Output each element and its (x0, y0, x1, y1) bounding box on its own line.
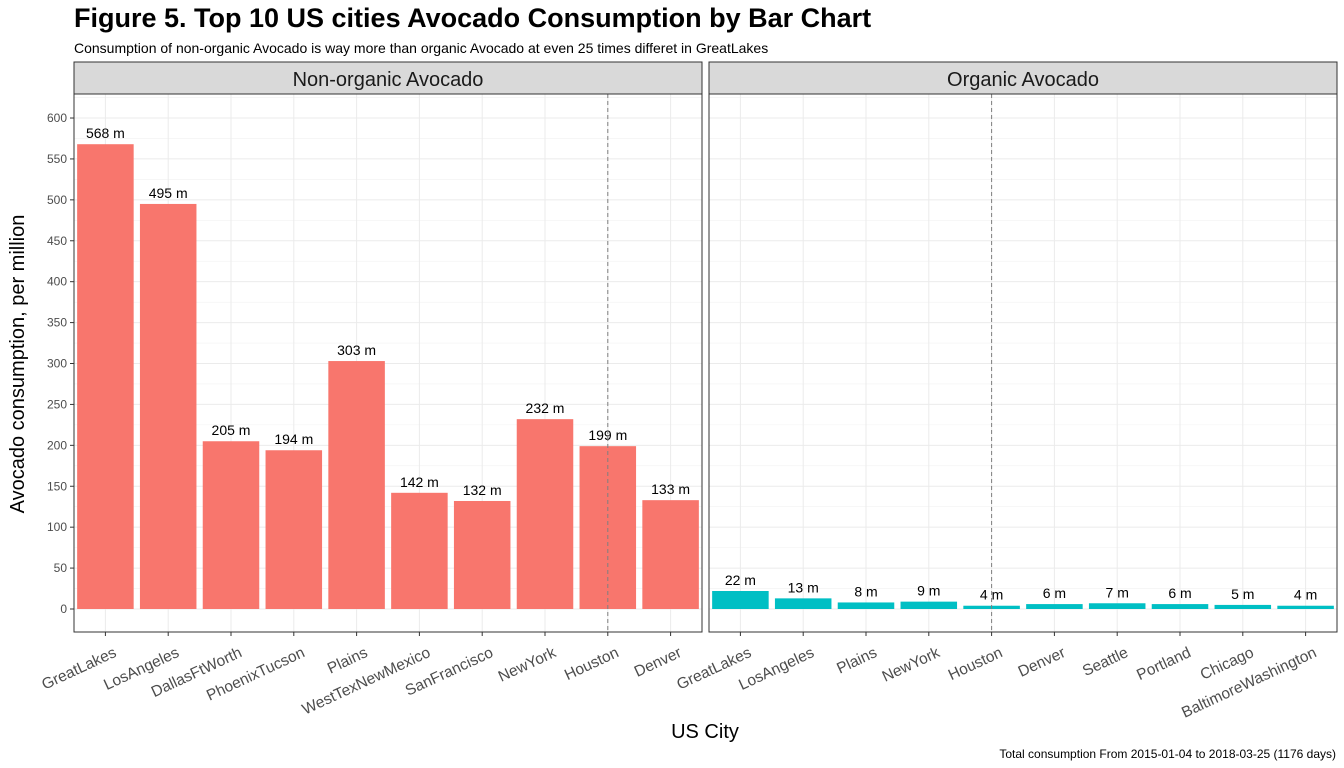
y-tick-label: 50 (54, 561, 68, 575)
facet-strip (73, 61, 703, 95)
bar (1088, 603, 1146, 609)
bar (712, 590, 769, 609)
y-tick-label: 100 (47, 520, 67, 534)
bar-value-label: 205 m (212, 422, 251, 438)
facet-strip-label: Non-organic Avocado (293, 69, 484, 91)
bar-value-label: 495 m (149, 185, 188, 201)
bar (202, 441, 260, 609)
bar-value-label: 8 m (854, 583, 877, 599)
y-tick-label: 150 (47, 479, 67, 493)
bar (900, 601, 958, 609)
bar-value-label: 5 m (1231, 586, 1254, 602)
bar (642, 500, 699, 609)
y-tick-label: 0 (60, 602, 67, 616)
y-tick-label: 500 (47, 193, 67, 207)
y-tick-label: 400 (47, 275, 67, 289)
facet-strip-label: Organic Avocado (947, 69, 1099, 91)
bar-value-label: 132 m (463, 482, 502, 498)
bar (1214, 604, 1272, 609)
chart-caption: Total consumption From 2015-01-04 to 201… (999, 747, 1336, 761)
bar-value-label: 4 m (1294, 587, 1317, 603)
bar (139, 203, 197, 609)
bar-value-label: 13 m (788, 579, 819, 595)
bar (453, 500, 511, 609)
x-tick-label: Plains (834, 644, 880, 677)
bar-value-label: 133 m (651, 481, 690, 497)
x-axis-title: US City (671, 721, 739, 743)
bar (516, 419, 574, 609)
x-tick-label: Portland (1134, 644, 1194, 684)
bar-value-label: 6 m (1168, 585, 1191, 601)
y-tick-label: 250 (47, 397, 67, 411)
facet-strip (708, 61, 1338, 95)
bar-value-label: 194 m (274, 431, 313, 447)
x-tick-label: Denver (632, 644, 684, 681)
y-tick-label: 300 (47, 357, 67, 371)
y-tick-label: 350 (47, 316, 67, 330)
bar-value-label: 568 m (86, 125, 125, 141)
x-tick-label: NewYork (880, 644, 943, 685)
facet-panel: 568 m 495 m 205 m 194 m 303 m 142 m 132 m 232 m… (39, 61, 703, 718)
bar-value-label: 199 m (588, 427, 627, 443)
bar (391, 492, 448, 609)
bar (328, 361, 385, 609)
x-tick-label: Seattle (1080, 644, 1131, 680)
panel-background (709, 94, 1337, 632)
bar-value-label: 9 m (917, 583, 940, 599)
bar (265, 450, 323, 609)
bar (1151, 604, 1209, 609)
bar (837, 602, 895, 609)
y-tick-label: 600 (47, 111, 67, 125)
bar (774, 598, 832, 609)
y-tick-label: 450 (47, 234, 67, 248)
x-tick-label: Houston (946, 644, 1006, 684)
x-tick-label: NewYork (496, 644, 559, 685)
y-tick-label: 550 (47, 152, 67, 166)
bar (1026, 604, 1083, 609)
y-axis-title: Avocado consumption, per million (7, 215, 29, 514)
bar (1277, 605, 1334, 609)
bar-value-label: 303 m (337, 342, 376, 358)
bar-value-label: 7 m (1106, 584, 1129, 600)
chart-subtitle: Consumption of non-organic Avocado is wa… (74, 40, 769, 56)
bar (77, 144, 134, 609)
x-tick-label: Denver (1016, 644, 1068, 681)
bar-value-label: 22 m (725, 572, 756, 588)
bar-value-label: 6 m (1043, 585, 1066, 601)
x-tick-label: Houston (562, 644, 622, 684)
bar-value-label: 142 m (400, 474, 439, 490)
bar-value-label: 232 m (526, 400, 565, 416)
y-tick-label: 200 (47, 438, 67, 452)
chart-title: Figure 5. Top 10 US cities Avocado Consu… (74, 3, 872, 33)
